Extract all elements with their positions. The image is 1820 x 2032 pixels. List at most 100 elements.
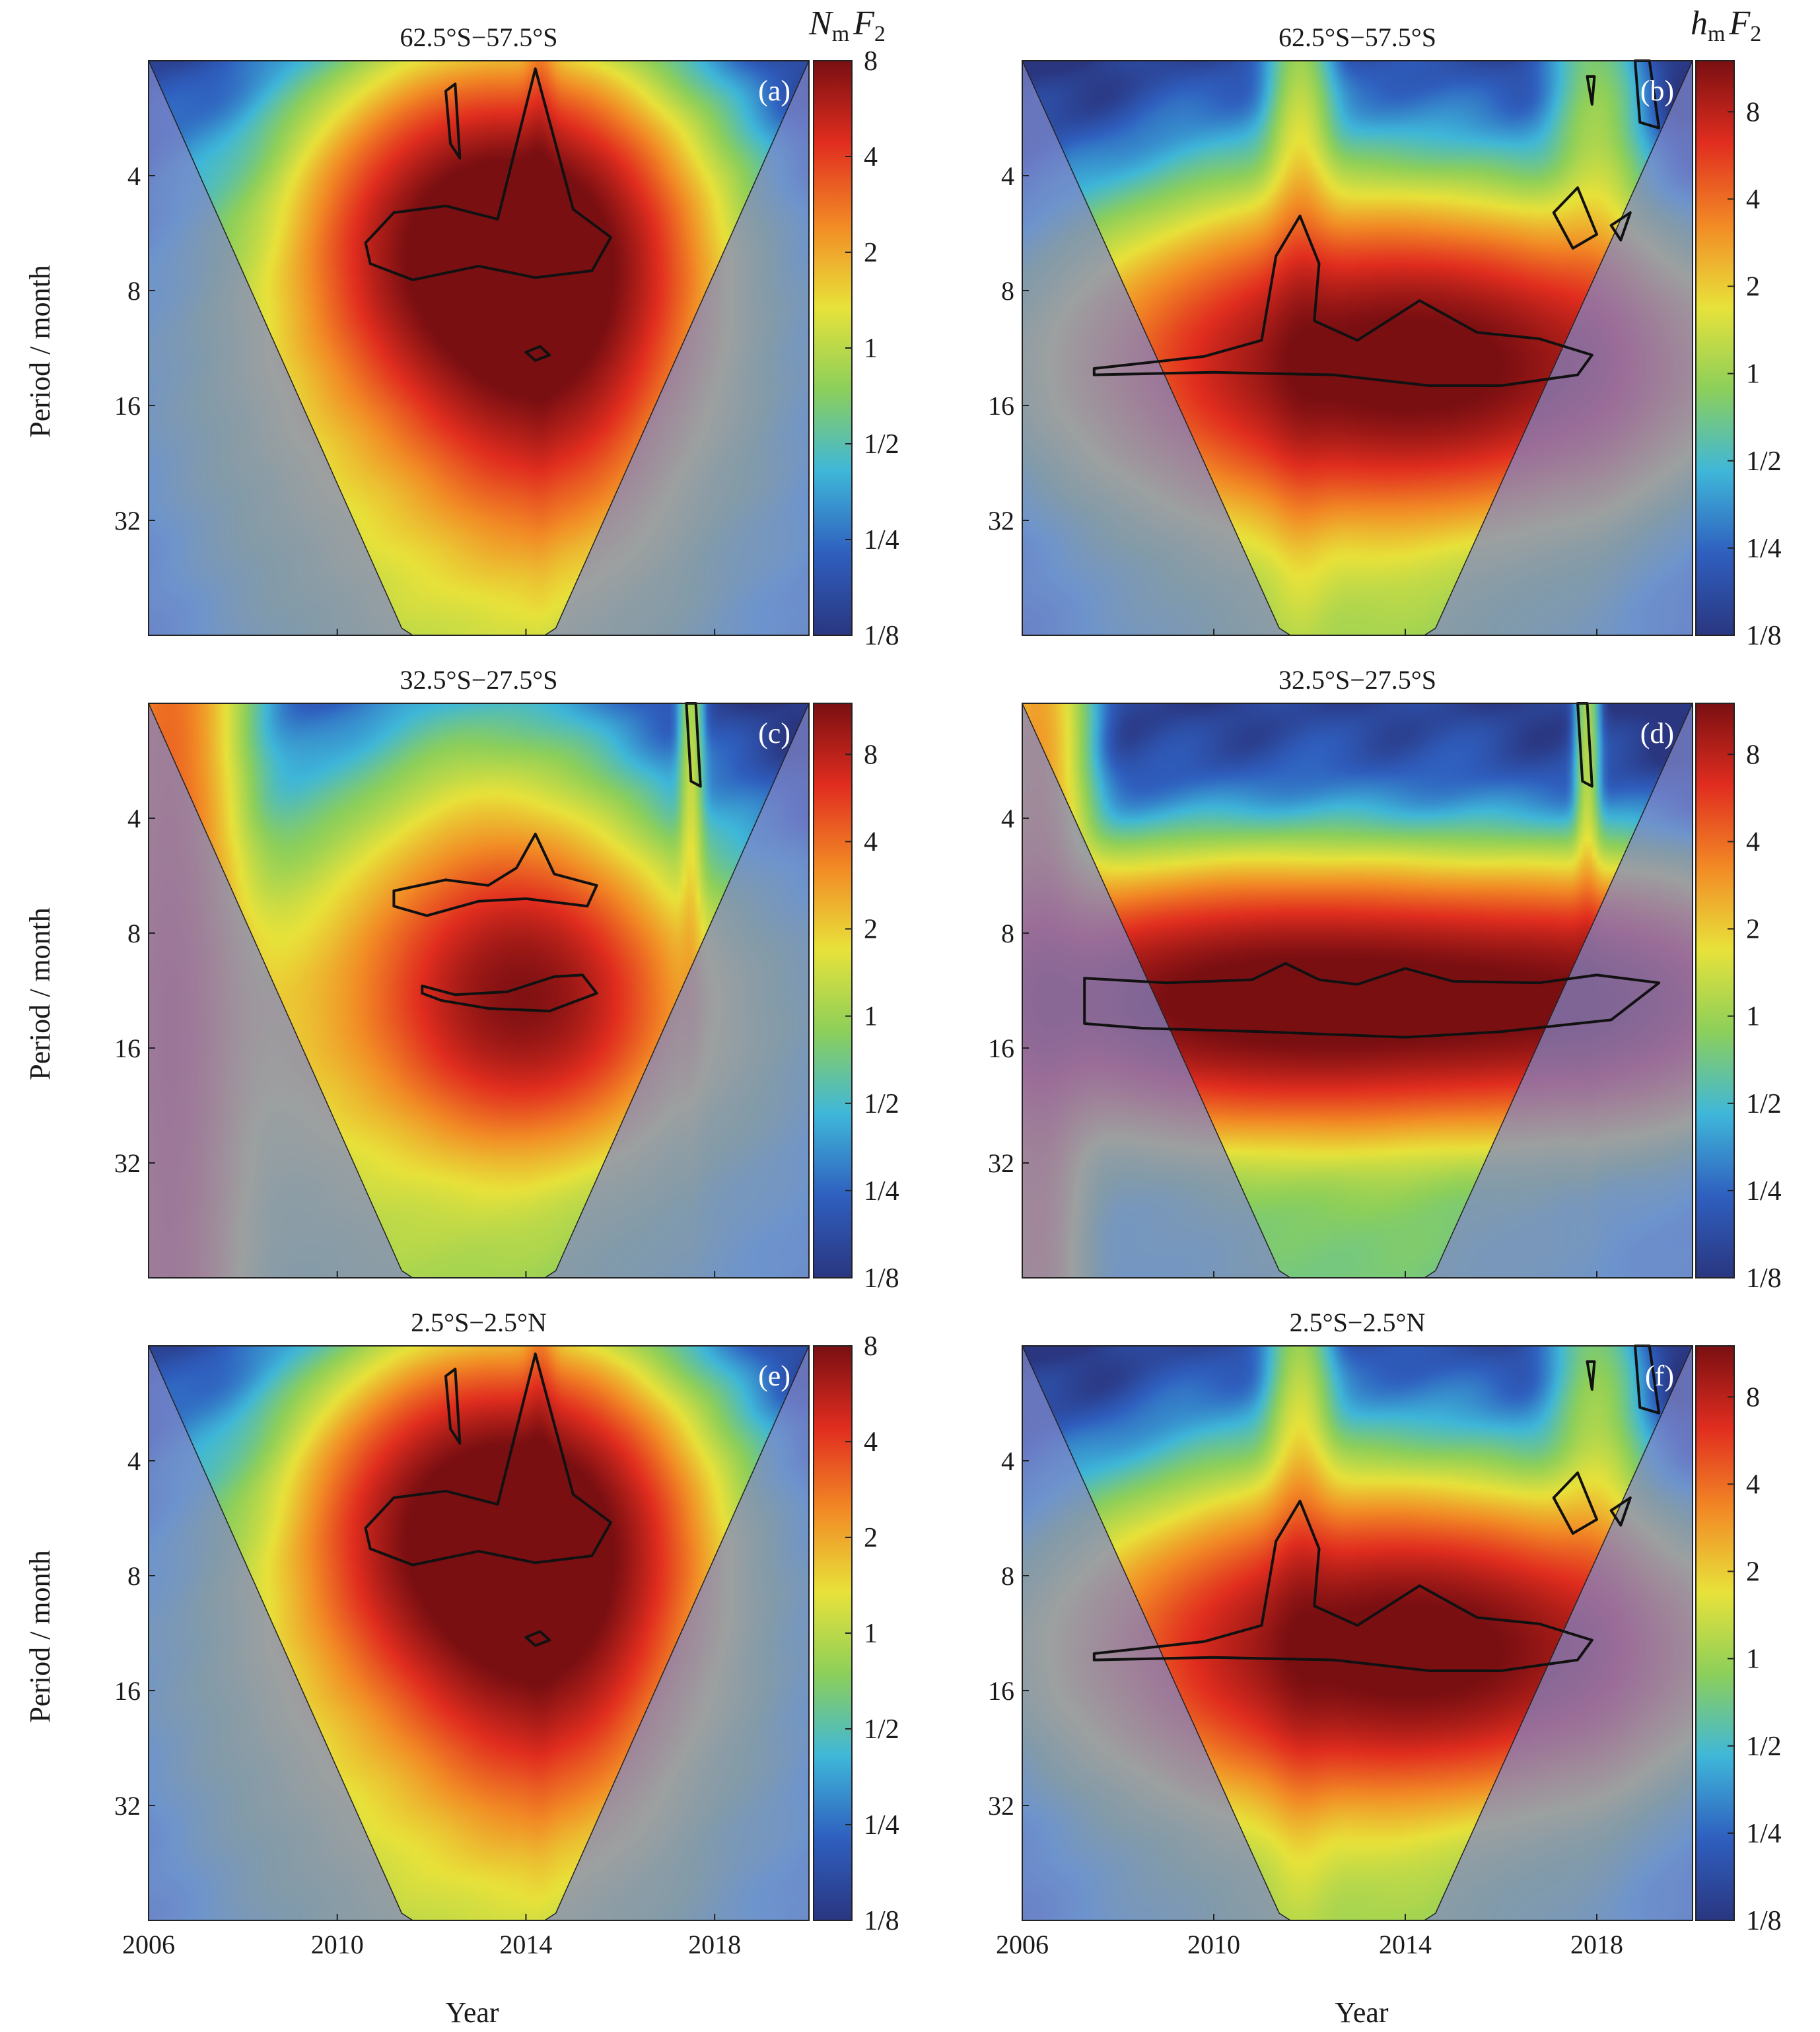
cb-tick-f-4: 2	[1746, 1557, 1760, 1588]
figure-xlabel-left: Year	[445, 1996, 499, 2029]
cb-tick-b-6: 8	[1746, 97, 1760, 127]
contour-b-2	[1609, 211, 1632, 242]
xtick-e-3: 2018	[688, 1930, 741, 1959]
xtick-e-0: 2006	[122, 1930, 175, 1959]
ytick-d-3: 32	[988, 1148, 1014, 1178]
cb-tick-e-5: 4	[864, 1427, 878, 1457]
frame-f	[1022, 1345, 1693, 1921]
ytick-e-1: 8	[127, 1561, 141, 1591]
ytick-a-3: 32	[114, 506, 141, 536]
contour-f-4	[1586, 1360, 1596, 1391]
figure-xlabel-right: Year	[1335, 1996, 1388, 2029]
colorbar-f: 1/8 1/4 1/2 1 2 4 8	[1695, 1345, 1782, 1936]
colorbar-fill-d	[1695, 703, 1735, 1279]
contour-b-0	[1092, 215, 1593, 387]
panel-a: 62.5°S−57.5°S (a) 4 8 16 32 1/8 1/4 1/2 1 2 4 8	[114, 22, 899, 651]
cb-tick-e-0: 1/8	[864, 1906, 899, 1936]
ytick-e-2: 16	[114, 1676, 141, 1706]
cb-tick-f-6: 8	[1746, 1382, 1760, 1413]
ytick-f-0: 4	[1001, 1446, 1014, 1476]
cb-tick-c-4: 2	[864, 915, 878, 945]
ytick-a-2: 16	[114, 391, 141, 421]
ytick-f-3: 32	[988, 1791, 1014, 1821]
contour-b-1	[1552, 186, 1598, 250]
ytick-b-3: 32	[988, 506, 1014, 536]
cb-tick-c-0: 1/8	[864, 1263, 899, 1294]
contour-e-2	[444, 1368, 462, 1445]
coi-shade-d	[1022, 703, 1693, 1278]
cb-tick-a-4: 2	[864, 238, 878, 268]
cb-tick-b-2: 1/2	[1746, 446, 1782, 477]
contour-a-1	[524, 345, 551, 362]
frame-d	[1022, 703, 1693, 1279]
contour-e-0	[364, 1352, 612, 1566]
cb-tick-f-1: 1/4	[1746, 1819, 1782, 1849]
cb-tick-a-0: 1/8	[864, 621, 899, 651]
colorbar-label-hmf2: hm F2	[1691, 5, 1761, 46]
cb-tick-c-2: 1/2	[864, 1089, 899, 1119]
colorbar-e: 1/8 1/4 1/2 1 2 4 8	[813, 1331, 899, 1936]
cb-tick-b-4: 2	[1746, 272, 1760, 302]
xtick-e-1: 2010	[311, 1930, 364, 1959]
colorbar-a: 1/8 1/4 1/2 1 2 4 8	[813, 46, 899, 651]
cb-tick-a-1: 1/4	[864, 525, 899, 555]
frame-e	[148, 1345, 810, 1921]
cb-tick-d-2: 1/2	[1746, 1089, 1782, 1119]
cb-tick-c-1: 1/4	[864, 1176, 899, 1207]
cb-tick-d-0: 1/8	[1746, 1263, 1782, 1294]
panel-label-a: (a)	[758, 75, 790, 107]
coi-shade-b	[1022, 61, 1693, 635]
coi-shade-e	[149, 1346, 809, 1920]
ytick-f-1: 8	[1001, 1561, 1014, 1591]
frame-b	[1022, 60, 1693, 636]
xtick-f-0: 2006	[996, 1930, 1049, 1959]
ytick-f-2: 16	[988, 1676, 1014, 1706]
ytick-a-0: 4	[127, 161, 141, 191]
cb-tick-d-4: 2	[1746, 915, 1760, 945]
cb-tick-d-3: 1	[1746, 1002, 1760, 1032]
contour-c-0	[392, 832, 598, 917]
cb-tick-f-0: 1/8	[1746, 1906, 1782, 1936]
cb-tick-a-5: 4	[864, 142, 878, 172]
xtick-e-2: 2014	[499, 1930, 552, 1959]
ytick-d-0: 4	[1001, 804, 1014, 833]
coi-shade-a	[149, 61, 809, 635]
panel-label-f: (f)	[1645, 1360, 1674, 1392]
cb-tick-b-5: 4	[1746, 184, 1760, 215]
cb-tick-b-0: 1/8	[1746, 621, 1782, 651]
coi-shade-f	[1022, 1346, 1693, 1920]
ytick-c-1: 8	[127, 919, 141, 948]
cb-tick-a-6: 8	[864, 46, 878, 77]
contour-a-0	[364, 67, 612, 281]
colorbar-b: 1/8 1/4 1/2 1 2 4 8	[1695, 60, 1782, 651]
cb-tick-b-3: 1	[1746, 359, 1760, 390]
xtick-f-3: 2018	[1570, 1930, 1623, 1959]
ytick-d-2: 16	[988, 1034, 1014, 1063]
cb-tick-f-5: 4	[1746, 1469, 1760, 1500]
xtick-f-1: 2010	[1187, 1930, 1240, 1959]
coi-shade-c	[149, 703, 809, 1278]
cb-tick-c-6: 8	[864, 740, 878, 770]
cb-tick-a-2: 1/2	[864, 429, 899, 460]
ytick-c-2: 16	[114, 1034, 141, 1063]
cb-tick-e-4: 2	[864, 1523, 878, 1553]
cb-tick-d-5: 4	[1746, 827, 1760, 857]
frame-c	[148, 703, 810, 1279]
ytick-b-1: 8	[1001, 276, 1014, 306]
panels-group: 62.5°S−57.5°S(a)4816321/81/41/2124862.5°…	[114, 22, 1782, 1959]
contour-d-0	[1083, 962, 1661, 1039]
ytick-b-0: 4	[1001, 161, 1014, 191]
contour-e-1	[524, 1630, 551, 1647]
contour-f-0	[1092, 1500, 1593, 1672]
ytick-a-1: 8	[127, 276, 141, 306]
title-b: 62.5°S−57.5°S	[1278, 22, 1436, 52]
ytick-b-2: 16	[988, 391, 1014, 421]
title-f: 2.5°S−2.5°N	[1290, 1308, 1426, 1337]
panel-c: 32.5°S−27.5°S (c) 4 8 16 32 1/8 1/4 1/2 1 2 4 8	[114, 665, 899, 1294]
colorbar-label-nmf2: Nm F2	[808, 5, 886, 46]
ytick-c-3: 32	[114, 1148, 141, 1178]
frame-a	[148, 60, 810, 636]
colorbar-d: 1/8 1/4 1/2 1 2 4 8	[1695, 703, 1782, 1294]
